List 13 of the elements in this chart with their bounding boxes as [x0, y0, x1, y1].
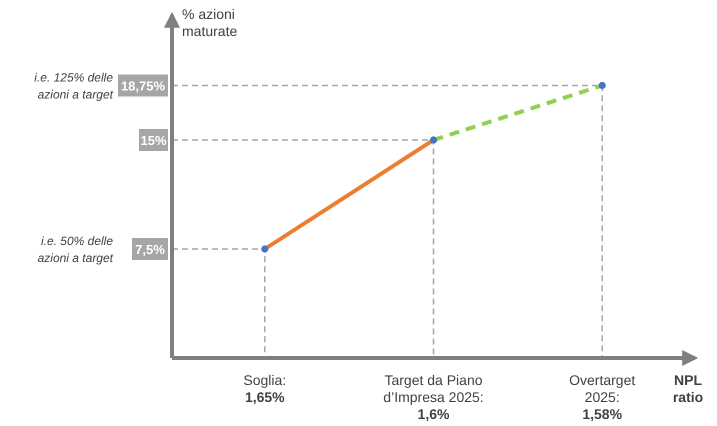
x-tick-label: Target da Piano d’Impresa 2025: 1,6%: [383, 372, 484, 422]
text: i.e. 125% delle azioni a target: [34, 70, 114, 102]
y-tick-label: 18,75%: [120, 78, 166, 94]
point: [598, 82, 606, 90]
point: [261, 245, 268, 253]
x-tick-label: Overtarget 2025: 1,58%: [569, 372, 636, 422]
y-axis-title: % azioni maturate: [182, 6, 238, 39]
point: [430, 136, 438, 144]
y-tick-label: 15%: [140, 132, 167, 148]
text: i.e. 50% delle azioni a target: [38, 234, 114, 265]
x-axis-title: NPL ratio: [672, 372, 704, 405]
x-tick-label: Soglia: 1,65%: [243, 372, 286, 405]
y-tick-label: 7,5%: [135, 242, 166, 257]
